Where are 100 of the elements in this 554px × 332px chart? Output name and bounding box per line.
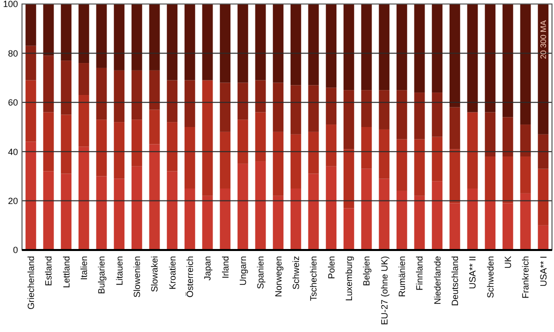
bar xyxy=(450,203,460,250)
y-tick-label: 20 xyxy=(8,196,18,206)
bar xyxy=(538,225,548,250)
bar xyxy=(361,4,372,90)
bar xyxy=(344,90,354,150)
bar xyxy=(361,168,372,250)
x-tick-label: Lettland xyxy=(61,256,72,288)
bar xyxy=(361,127,372,169)
bar xyxy=(26,142,36,250)
bar xyxy=(538,168,548,226)
bar xyxy=(290,4,302,86)
bar xyxy=(255,112,266,162)
bar xyxy=(378,129,390,179)
y-tick-label: 60 xyxy=(8,98,18,108)
x-tick-label: Ungarn xyxy=(238,256,248,286)
bar xyxy=(60,4,72,61)
bar xyxy=(184,4,196,80)
y-tick-label: 80 xyxy=(8,48,18,58)
bar xyxy=(255,4,266,80)
x-tick-label: Slowenien xyxy=(132,256,142,298)
bar xyxy=(114,4,124,70)
bar xyxy=(60,60,72,115)
bar xyxy=(450,149,460,204)
bar xyxy=(184,188,196,250)
bar xyxy=(326,166,336,250)
bar xyxy=(326,4,336,88)
bar xyxy=(378,90,390,130)
bar xyxy=(166,80,178,122)
bar xyxy=(149,70,160,110)
bar xyxy=(220,188,230,250)
x-tick-label: UK xyxy=(502,256,513,269)
bar xyxy=(308,174,319,250)
bar xyxy=(344,208,354,250)
x-tick-label: Kroatien xyxy=(167,256,178,290)
x-tick-label: Niederlande xyxy=(432,256,442,305)
x-tick-label: Slowakei xyxy=(150,256,160,292)
bar xyxy=(255,80,266,112)
bar xyxy=(78,63,90,96)
bar xyxy=(255,161,266,250)
x-tick-label: Frankreich xyxy=(520,256,531,299)
bar xyxy=(361,90,372,127)
bar xyxy=(502,4,514,118)
bar xyxy=(432,136,442,182)
bar xyxy=(272,82,284,132)
x-tick-label: Litauen xyxy=(114,256,124,286)
bar xyxy=(43,4,54,56)
bar xyxy=(96,120,107,176)
bar xyxy=(202,4,213,80)
bar xyxy=(326,88,336,125)
bar xyxy=(344,4,354,90)
bar xyxy=(396,90,408,140)
x-tick-label: Bulgarien xyxy=(96,256,107,294)
bar xyxy=(308,85,319,132)
bar xyxy=(43,56,54,112)
bar xyxy=(202,80,213,196)
bar xyxy=(202,196,213,250)
bar xyxy=(467,112,478,188)
bar xyxy=(450,107,460,150)
bar xyxy=(414,92,425,140)
bar xyxy=(308,4,319,86)
bar xyxy=(502,117,514,157)
bar xyxy=(396,139,408,191)
bar xyxy=(96,4,107,68)
bar xyxy=(220,4,230,83)
x-tick-label: USA** II xyxy=(468,256,478,290)
bar xyxy=(114,122,124,179)
bar xyxy=(538,134,548,169)
x-tick-label: Belgien xyxy=(362,256,372,286)
bar xyxy=(114,70,124,122)
x-tick-label: Finnland xyxy=(414,256,425,291)
x-tick-label: Irland xyxy=(220,256,230,279)
bar xyxy=(220,82,230,132)
bar xyxy=(166,171,178,250)
bar xyxy=(326,124,336,166)
y-tick-label: 40 xyxy=(8,146,18,157)
bar xyxy=(484,156,496,201)
bar xyxy=(520,193,531,250)
annotation: 20 300 MA xyxy=(539,20,548,60)
bar xyxy=(414,196,425,250)
x-tick-label: Italien xyxy=(78,256,89,280)
x-tick-label: EU-27 (ohne UK) xyxy=(379,256,390,326)
bar xyxy=(484,200,496,250)
bar xyxy=(60,174,72,250)
bar xyxy=(60,114,72,174)
bar xyxy=(26,46,36,80)
bar xyxy=(166,4,178,80)
bar xyxy=(238,164,248,250)
bar xyxy=(432,92,442,137)
bar xyxy=(344,149,354,208)
bar xyxy=(238,82,248,120)
bar xyxy=(78,146,90,250)
bar xyxy=(149,110,160,144)
bar xyxy=(272,196,284,250)
bar xyxy=(484,112,496,157)
bar xyxy=(96,176,107,250)
bar xyxy=(290,134,302,188)
bar xyxy=(378,178,390,250)
y-tick-label: 0 xyxy=(12,245,18,256)
bar xyxy=(520,124,531,157)
bar xyxy=(132,70,142,120)
